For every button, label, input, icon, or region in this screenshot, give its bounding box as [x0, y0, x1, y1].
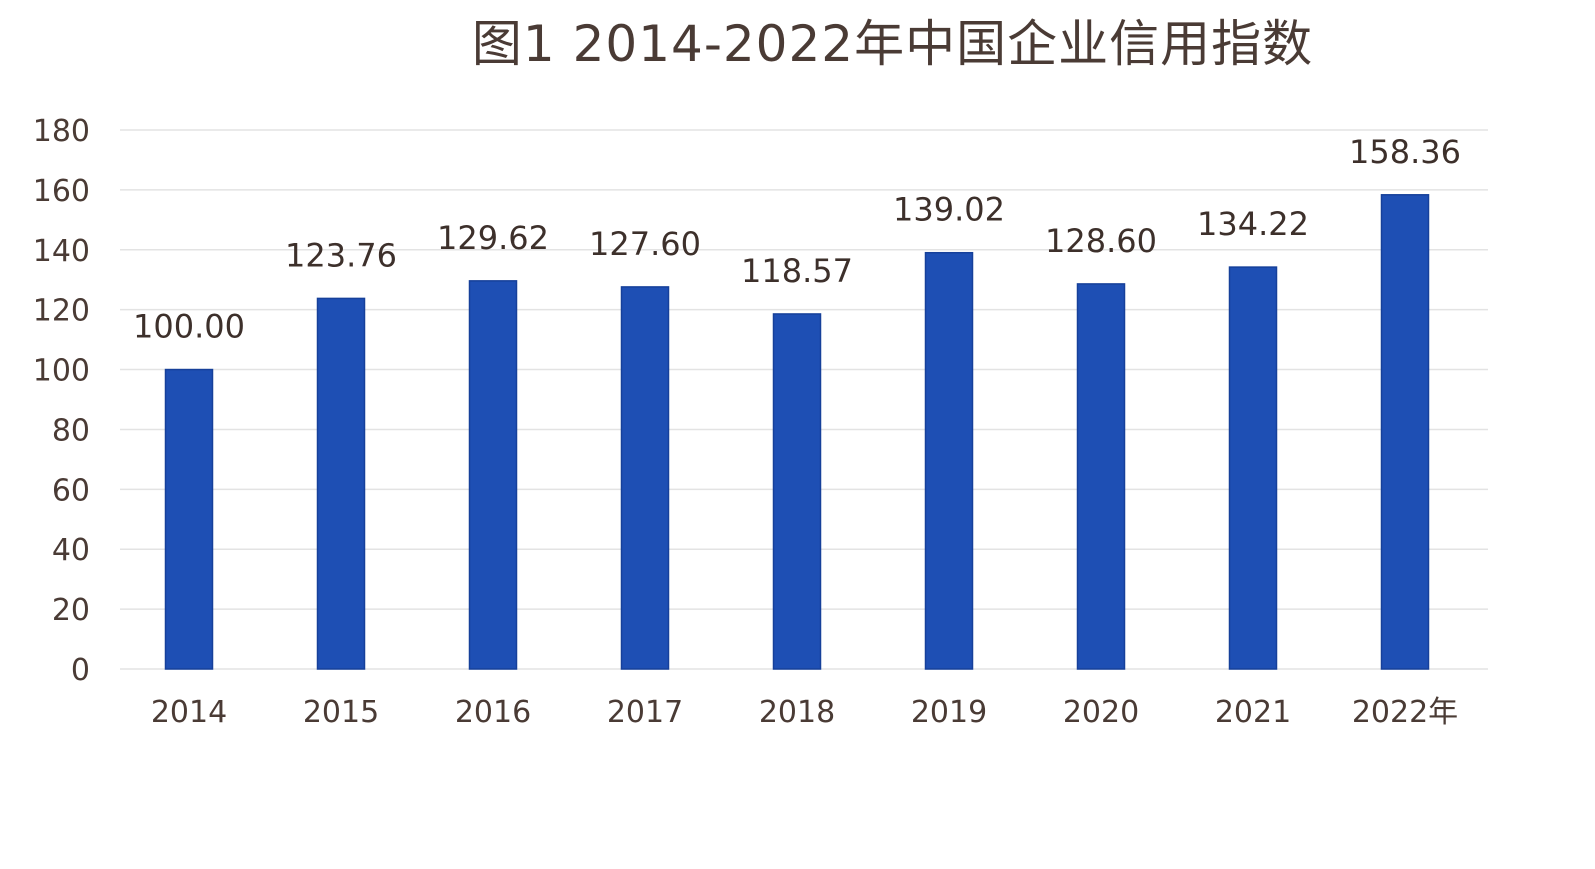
y-tick-label: 100: [33, 354, 90, 389]
bars: [164, 194, 1430, 670]
data-label-2020: 128.60: [1045, 222, 1157, 260]
chart-title: 图1 2014-2022年中国企业信用指数: [471, 15, 1314, 73]
bar-2017: [620, 286, 670, 670]
data-label-2022年: 158.36: [1349, 133, 1461, 171]
y-tick-label: 60: [52, 473, 90, 508]
y-axis-tick-labels: 0 20 40 60 80 100 120 140 160 180: [33, 114, 90, 688]
y-tick-label: 120: [33, 294, 90, 329]
bar-2016: [468, 280, 518, 670]
x-tick-label-2018: 2018: [759, 695, 835, 730]
bar-2019: [924, 251, 974, 670]
x-tick-label-2017: 2017: [607, 695, 683, 730]
x-tick-label-2016: 2016: [455, 695, 531, 730]
y-tick-label: 140: [33, 234, 90, 269]
data-label-2016: 129.62: [437, 219, 549, 257]
y-tick-label: 20: [52, 593, 90, 628]
data-label-2017: 127.60: [589, 225, 701, 263]
y-tick-label: 160: [33, 174, 90, 209]
bar-2015: [316, 297, 366, 670]
bar-2020: [1076, 283, 1126, 670]
y-tick-label: 80: [52, 413, 90, 448]
y-tick-label: 40: [52, 533, 90, 568]
x-axis-tick-labels: 2014 2015 2016 2017 2018 2019 2020 2021 2022年: [151, 695, 1458, 730]
bar-2021: [1228, 266, 1278, 670]
data-label-2018: 118.57: [741, 252, 853, 290]
x-tick-label-2019: 2019: [911, 695, 987, 730]
x-tick-label-2021: 2021: [1215, 695, 1291, 730]
data-label-2014: 100.00: [133, 308, 245, 346]
x-tick-label-2020: 2020: [1063, 695, 1139, 730]
bar-value-labels: 100.00 123.76 129.62 127.60 118.57 139.02 128.…: [133, 133, 1461, 346]
x-tick-label-2015: 2015: [303, 695, 379, 730]
data-label-2015: 123.76: [285, 236, 397, 274]
bar-2014: [164, 368, 214, 670]
x-tick-label-2022年: 2022年: [1352, 695, 1458, 730]
y-tick-label: 180: [33, 114, 90, 149]
bar-2022年: [1380, 194, 1430, 670]
data-label-2021: 134.22: [1197, 205, 1309, 243]
y-tick-label: 0: [71, 653, 90, 688]
x-tick-label-2014: 2014: [151, 695, 227, 730]
bar-2018: [772, 313, 822, 670]
data-label-2019: 139.02: [893, 191, 1005, 229]
